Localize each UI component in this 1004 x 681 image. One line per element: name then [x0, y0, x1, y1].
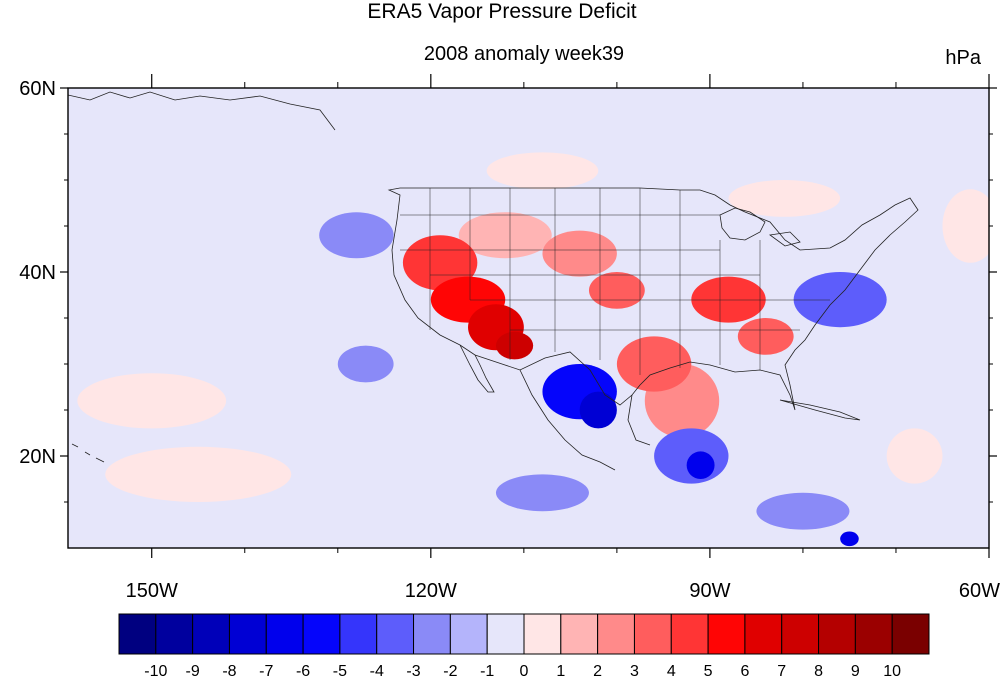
- colorbar-swatch: [781, 613, 820, 655]
- anomaly-region: [579, 391, 617, 429]
- anomaly-region: [840, 531, 859, 547]
- cuba: [779, 399, 861, 421]
- colorbar-label: 1: [556, 663, 565, 680]
- anomaly-region: [728, 180, 841, 217]
- anomaly-region: [402, 235, 478, 291]
- colorbar-swatch: [523, 613, 562, 655]
- anomaly-region: [458, 212, 552, 259]
- anomaly-region: [616, 336, 692, 392]
- conus-coastline: [387, 187, 919, 411]
- anomaly-region: [686, 451, 715, 480]
- anomaly-region: [756, 492, 850, 530]
- colorbar-swatch: [744, 613, 783, 655]
- colorbar-label: 9: [851, 663, 860, 680]
- colorbar-label: -2: [443, 663, 457, 680]
- anomaly-region: [886, 428, 943, 484]
- colorbar-swatch: [670, 613, 709, 655]
- colorbar-swatch: [486, 613, 525, 655]
- canada-coast: [68, 91, 336, 131]
- colorbar-swatch: [413, 613, 451, 655]
- lon-tick-label: 60W: [959, 580, 1000, 602]
- colorbar-label: 4: [667, 663, 676, 680]
- anomaly-region: [691, 276, 766, 323]
- units-label: hPa: [945, 47, 981, 69]
- colorbar-swatch: [597, 613, 635, 655]
- colorbar-label: -6: [296, 663, 310, 680]
- mexico-coast: [519, 369, 651, 471]
- colorbar-label: -4: [370, 663, 384, 680]
- axis-ticks: [60, 74, 997, 558]
- anomaly-region: [588, 272, 645, 309]
- colorbar-label: 3: [630, 663, 639, 680]
- map-title: ERA5 Vapor Pressure Deficit: [367, 0, 636, 23]
- colorbar-swatch: [707, 613, 746, 655]
- lat-tick-label: 40N: [19, 262, 56, 284]
- colorbar-label: -10: [144, 663, 167, 680]
- colorbar-label: 5: [704, 663, 713, 680]
- colorbar-swatch: [818, 613, 856, 655]
- map-subtitle: 2008 anomaly week39: [424, 43, 624, 65]
- anomaly-region: [942, 189, 989, 263]
- colorbar-swatch: [854, 613, 893, 655]
- colorbar-swatch: [302, 613, 341, 655]
- colorbar-swatch: [339, 613, 378, 655]
- latitude-labels: 60N 40N 20N: [19, 78, 56, 468]
- colorbar-label: -5: [333, 663, 347, 680]
- baja-peninsula: [459, 344, 495, 393]
- anomaly-region: [495, 474, 589, 512]
- colorbar-swatch: [118, 613, 157, 655]
- map-panel: 60N 40N 20N 150W 120W 90W 60W: [19, 74, 1000, 602]
- us-outline: [68, 91, 919, 471]
- colorbar-label: 8: [814, 663, 823, 680]
- anomaly-region: [737, 318, 794, 355]
- colorbar-label: 0: [520, 663, 529, 680]
- anomaly-field: [77, 152, 989, 547]
- colorbar-swatch: [228, 613, 267, 655]
- lat-tick-label: 60N: [19, 78, 56, 100]
- anomaly-region: [337, 345, 394, 383]
- anomaly-region: [105, 446, 292, 502]
- colorbar-swatch: [633, 613, 672, 655]
- colorbar-swatch: [891, 613, 930, 655]
- lon-tick-label: 120W: [405, 580, 457, 602]
- hawaii: [71, 443, 105, 463]
- colorbar: -10 -9 -8 -7 -6 -5 -4 -3 -2 -1 0 1 2 3 4 5 6 7 8 9 10: [118, 613, 930, 680]
- anomaly-region: [542, 230, 617, 277]
- colorbar-label: 6: [740, 663, 749, 680]
- colorbar-label: -7: [259, 663, 273, 680]
- colorbar-swatch: [376, 613, 415, 655]
- colorbar-label: -1: [480, 663, 494, 680]
- anomaly-region: [319, 212, 394, 259]
- colorbar-swatch: [155, 613, 194, 655]
- lat-tick-label: 20N: [19, 446, 56, 468]
- anomaly-region: [793, 272, 887, 328]
- colorbar-label: -3: [406, 663, 420, 680]
- colorbar-label: -9: [186, 663, 200, 680]
- lon-tick-label: 150W: [126, 580, 178, 602]
- lon-tick-label: 90W: [689, 580, 730, 602]
- colorbar-label: 7: [777, 663, 786, 680]
- colorbar-swatch: [265, 613, 304, 655]
- anomaly-region: [77, 373, 227, 429]
- longitude-labels: 150W 120W 90W 60W: [126, 580, 1001, 602]
- colorbar-label: 2: [593, 663, 602, 680]
- state-lines: [400, 188, 830, 375]
- great-lakes: [719, 207, 801, 247]
- colorbar-swatch: [560, 613, 599, 655]
- colorbar-swatch: [449, 613, 488, 655]
- colorbar-swatch: [192, 613, 230, 655]
- colorbar-label: -8: [222, 663, 236, 680]
- anomaly-region: [486, 152, 599, 190]
- anomaly-region: [495, 331, 534, 360]
- colorbar-label: 10: [883, 663, 901, 680]
